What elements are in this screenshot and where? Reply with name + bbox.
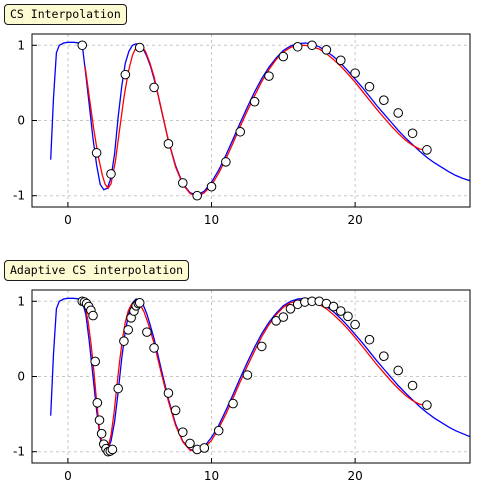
x-tick-label: 20: [347, 469, 362, 483]
data-point: [228, 398, 238, 409]
data-point: [119, 336, 129, 346]
chart-title-cs-interpolation: CS Interpolation: [4, 4, 127, 25]
data-point: [350, 68, 360, 78]
data-point: [88, 310, 98, 321]
data-point: [335, 306, 346, 316]
chart-panel-cs-interpolation: 0 10 20 -1 0 1: [13, 33, 471, 227]
data-point: [123, 325, 134, 335]
data-point: [407, 380, 418, 391]
data-point: [350, 319, 360, 330]
data-point: [177, 427, 188, 437]
data-point: [185, 438, 195, 449]
interpolated-curve: [84, 44, 427, 198]
y-tick-label: 0: [17, 370, 25, 384]
data-point: [77, 40, 88, 51]
data-point: [242, 370, 253, 380]
data-point: [278, 312, 289, 322]
interpolated-curve: [81, 299, 428, 453]
series-group: [50, 296, 470, 457]
data-point: [292, 41, 303, 52]
x-tick-label: 10: [204, 213, 219, 227]
chart-panel-adaptive-cs-interpolation: 0 10 20 -1 0 1: [13, 289, 471, 483]
data-point: [92, 398, 103, 408]
data-point: [134, 297, 145, 308]
data-point: [407, 128, 418, 139]
data-point: [393, 365, 403, 376]
data-point: [278, 51, 289, 62]
data-point: [199, 443, 210, 453]
data-point: [393, 108, 403, 118]
data-point: [249, 96, 260, 107]
data-point: [90, 356, 100, 367]
data-point: [221, 157, 231, 167]
x-tick-label: 20: [347, 213, 362, 227]
data-point: [177, 178, 188, 188]
chart-title-adaptive-cs-interpolation: Adaptive CS interpolation: [4, 260, 190, 281]
x-tick-label: 10: [204, 469, 219, 483]
data-point: [94, 415, 105, 425]
data-point: [335, 55, 346, 66]
x-tick-label: 0: [64, 213, 72, 227]
data-point: [149, 82, 159, 93]
data-point: [163, 139, 174, 149]
data-point: [256, 341, 267, 352]
data-point: [422, 145, 432, 155]
data-point: [120, 69, 131, 80]
data-point: [213, 425, 224, 436]
data-point: [307, 40, 317, 51]
data-point: [379, 95, 389, 105]
x-tick-label: 0: [64, 469, 72, 483]
data-point: [206, 181, 217, 192]
data-point: [328, 301, 339, 312]
data-point: [422, 400, 432, 410]
data-point: [149, 343, 159, 353]
data-point: [285, 304, 296, 314]
data-point: [379, 351, 389, 361]
data-point: [170, 405, 181, 416]
reference-curve: [50, 41, 470, 196]
y-tick-label: -1: [13, 445, 25, 459]
series-group: [50, 40, 470, 201]
data-point: [91, 148, 102, 158]
data-point: [163, 388, 174, 398]
data-point: [321, 44, 332, 55]
data-point: [235, 126, 246, 137]
y-tick-label: 1: [17, 294, 25, 308]
data-point: [134, 42, 145, 53]
y-tick-label: -1: [13, 189, 25, 203]
data-point: [107, 444, 118, 455]
data-point: [192, 190, 202, 201]
data-point: [142, 327, 152, 337]
data-point: [343, 311, 353, 322]
y-tick-label: 1: [17, 38, 25, 52]
data-point: [264, 71, 274, 81]
data-point: [364, 334, 375, 345]
y-tick-label: 0: [17, 114, 25, 128]
data-point: [96, 428, 107, 439]
data-point: [106, 169, 116, 179]
data-point: [364, 81, 375, 92]
data-point: [113, 383, 123, 394]
